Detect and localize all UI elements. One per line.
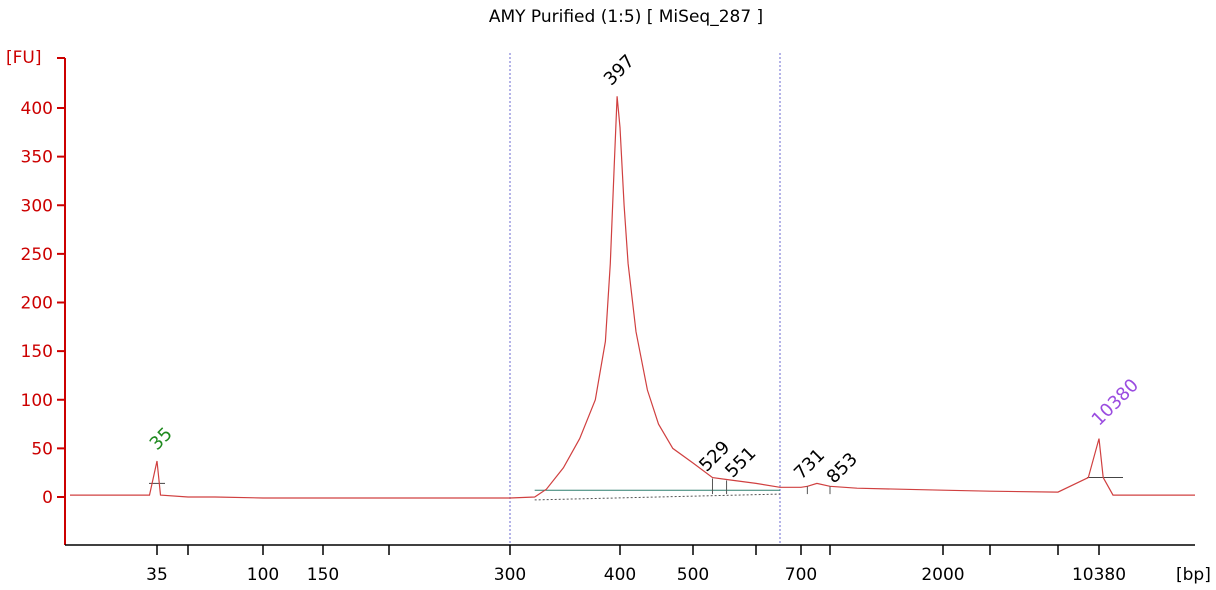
signal-trace [70, 96, 1195, 499]
x-tick-label: 300 [494, 565, 526, 585]
x-tick-label: 500 [677, 565, 709, 585]
x-axis-label: [bp] [1176, 565, 1211, 585]
x-tick-label: 700 [785, 565, 817, 585]
y-tick-label: 100 [21, 391, 53, 411]
y-tick-label: 50 [31, 439, 53, 459]
x-tick-label: 10380 [1072, 565, 1126, 585]
x-tick-label: 35 [146, 565, 168, 585]
x-tick-label: 400 [604, 565, 636, 585]
y-tick-label: 400 [21, 99, 53, 119]
y-tick-label: 250 [21, 245, 53, 265]
axes: 0 50 100 150 200 250 300 350 400 35 100 150 300 400 50… [21, 57, 1195, 585]
y-tick-label: 350 [21, 148, 53, 168]
y-tick-label: 300 [21, 196, 53, 216]
x-tick-label: 2000 [921, 565, 964, 585]
peak-label: 397 [600, 51, 639, 90]
baseline [149, 477, 1123, 501]
y-tick-label: 0 [42, 488, 53, 508]
peak-label: 35 [146, 424, 177, 455]
peak-label: 853 [823, 449, 862, 488]
trace-layer [70, 96, 1195, 499]
y-tick-label: 150 [21, 342, 53, 362]
dotted-baseline [534, 493, 781, 501]
x-tick-label: 150 [307, 565, 339, 585]
peak-label: 10380 [1088, 375, 1143, 430]
x-tick-label: 100 [247, 565, 279, 585]
y-axis-label: [FU] [6, 48, 42, 68]
chart-title: AMY Purified (1:5) [ MiSeq_287 ] [489, 7, 763, 27]
peak-label: 731 [790, 445, 829, 484]
y-tick-label: 200 [21, 294, 53, 314]
region-bounds [509, 53, 781, 545]
